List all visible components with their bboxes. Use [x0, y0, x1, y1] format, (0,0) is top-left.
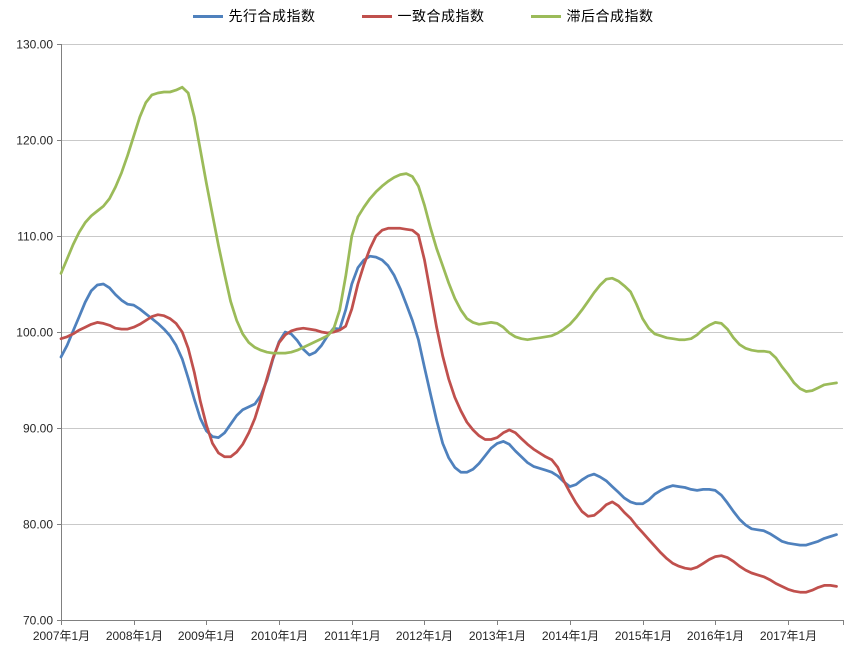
gridlines	[61, 44, 843, 621]
y-axis-tick-label: 100.00	[16, 326, 53, 340]
y-axis-tick-label: 90.00	[23, 422, 53, 436]
legend-label-leading: 先行合成指数	[228, 8, 316, 24]
legend-item-leading[interactable]: 先行合成指数	[192, 6, 316, 26]
legend-item-lagging[interactable]: 滞后合成指数	[530, 6, 654, 26]
x-axis-tick-label: 2017年1月	[760, 629, 817, 643]
legend-line-swatch-leading	[192, 14, 223, 18]
series-line-lagging	[59, 85, 838, 393]
x-axis-tick-label: 2007年1月	[33, 629, 90, 643]
x-axis-tick-label: 2008年1月	[106, 629, 163, 643]
x-axis-tick-label: 2012年1月	[396, 629, 453, 643]
legend-item-coincident[interactable]: 一致合成指数	[361, 6, 485, 26]
y-axis-tick-label: 70.00	[23, 614, 53, 628]
legend-label-lagging: 滞后合成指数	[566, 8, 654, 24]
chart-legend: 先行合成指数 一致合成指数 滞后合成指数	[0, 6, 846, 26]
legend-label-coincident: 一致合成指数	[397, 8, 485, 24]
x-axis-tick-label: 2009年1月	[178, 629, 235, 643]
legend-line-swatch-lagging	[530, 14, 561, 18]
x-axis-tick-label: 2013年1月	[469, 629, 526, 643]
x-axis: 2007年1月 2008年1月 2009年1月 2010年1月 2011年1月 2012年…	[33, 620, 844, 643]
y-axis-tick-label: 110.00	[17, 230, 53, 244]
y-axis-tick-label: 120.00	[16, 134, 53, 148]
y-axis-tick-label: 80.00	[23, 518, 53, 532]
x-axis-tick-label: 2011年1月	[324, 629, 380, 643]
legend-line-swatch-coincident	[361, 14, 392, 18]
series-line-coincident	[59, 226, 838, 594]
x-axis-tick-label: 2014年1月	[542, 629, 599, 643]
y-axis-tick-label: 130.00	[16, 38, 53, 52]
x-axis-tick-label: 2016年1月	[687, 629, 744, 643]
y-axis: 130.00 120.00 110.00 100.00 90.00 80.00 70.00	[16, 38, 62, 628]
x-axis-tick-label: 2010年1月	[251, 629, 308, 643]
series-line-leading	[59, 254, 838, 547]
x-axis-tick-label: 2015年1月	[615, 629, 672, 643]
